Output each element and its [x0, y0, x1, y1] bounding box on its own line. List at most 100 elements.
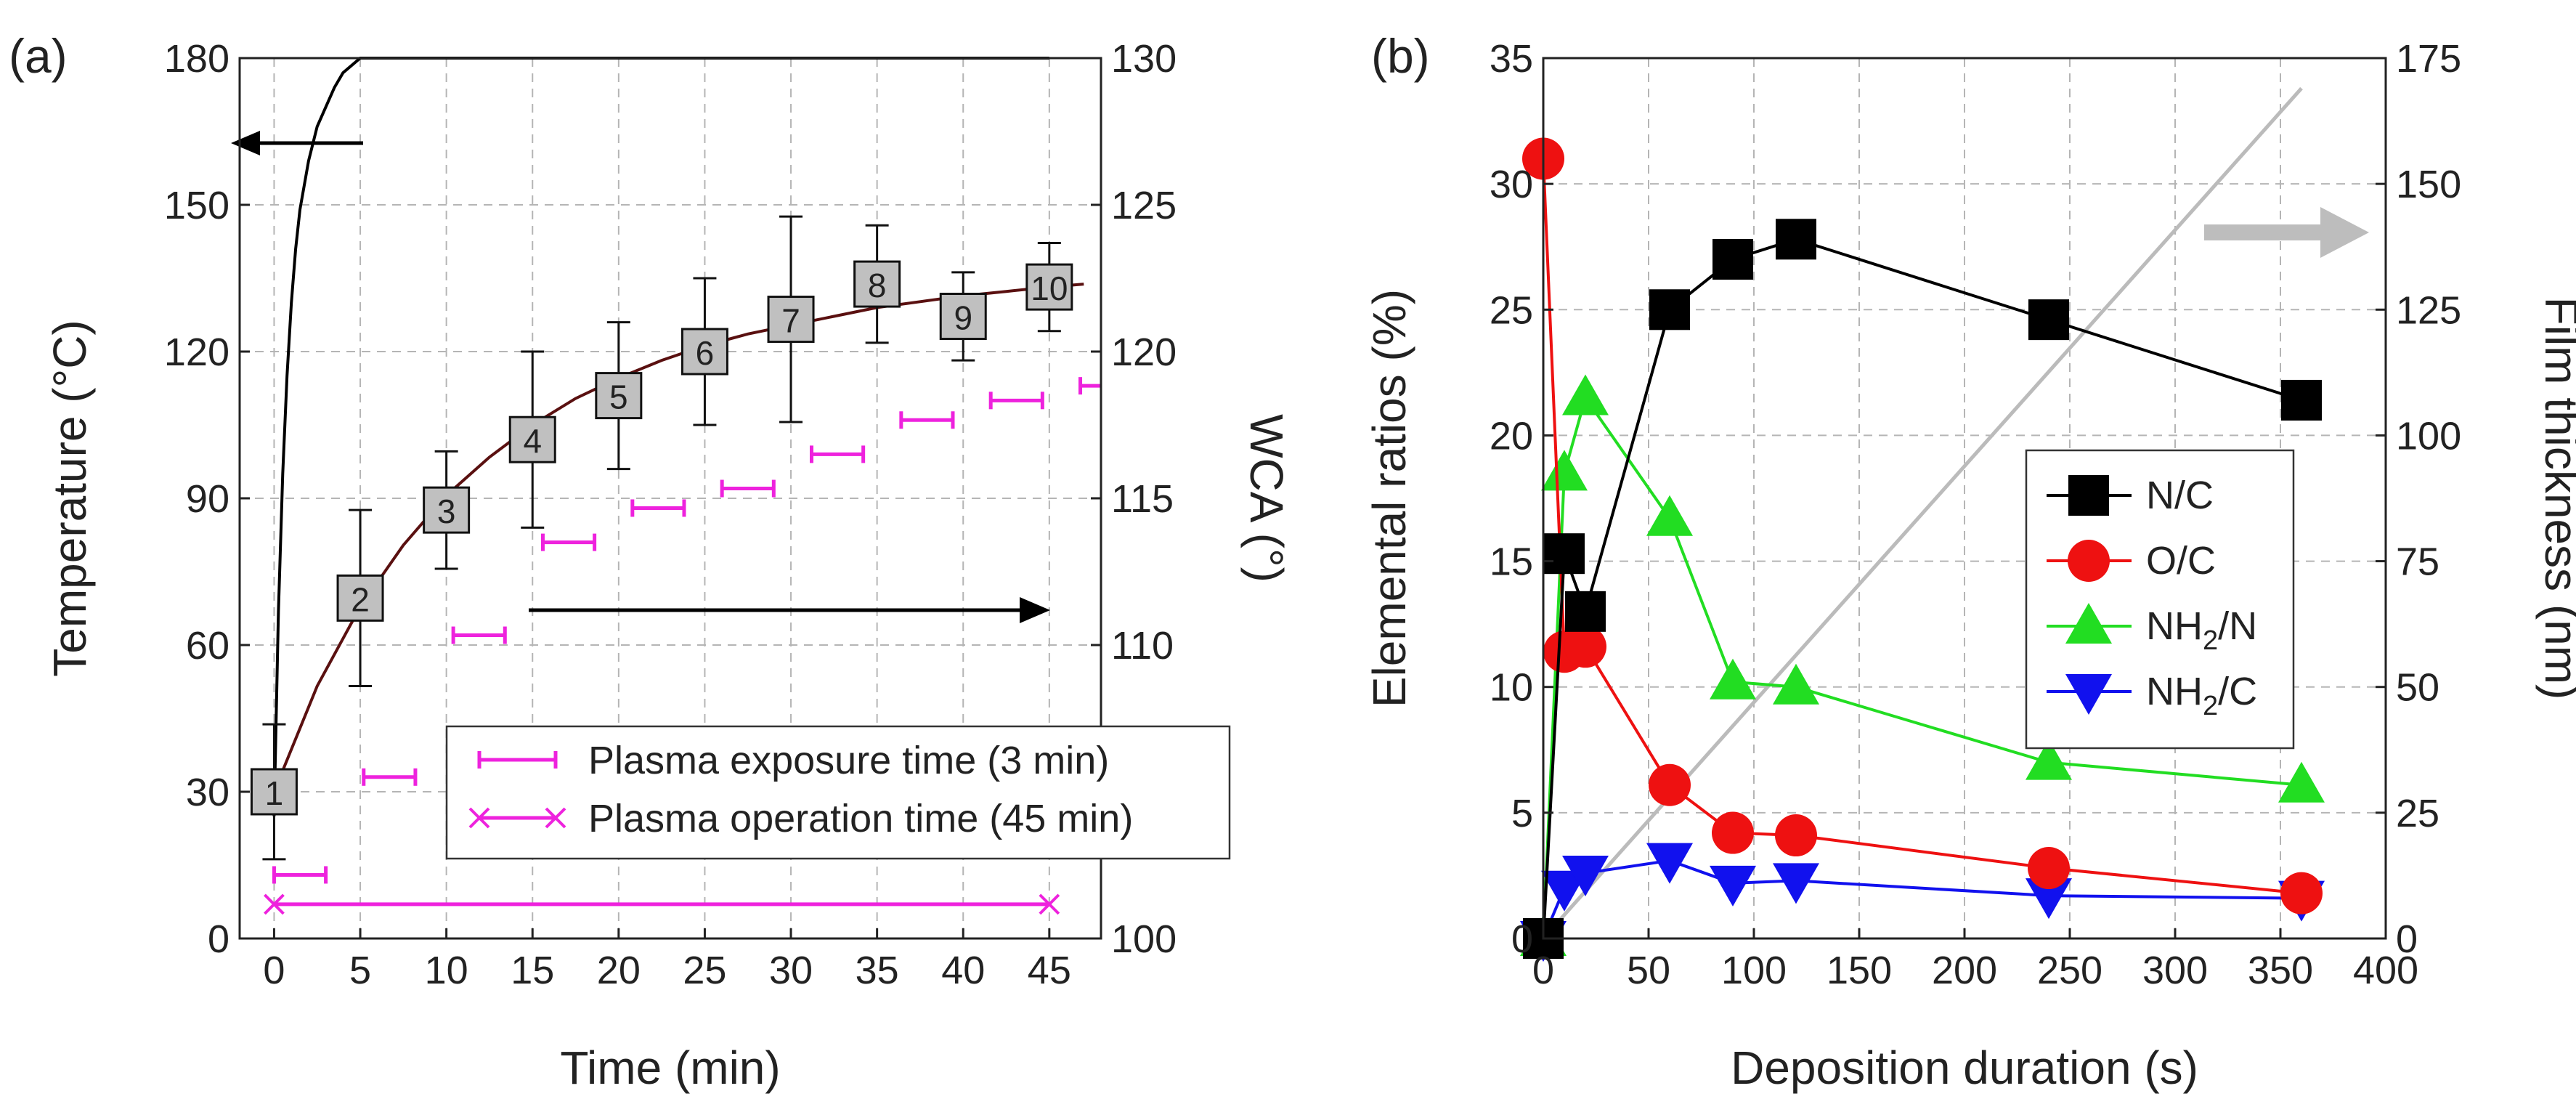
x-tick-label-a-0: 0 [263, 949, 285, 992]
legend-b: N/C O/C NH2/N NH2/C [2025, 449, 2295, 750]
x-tick-label-a-6: 30 [769, 949, 813, 992]
x-tick-label-a-2: 10 [425, 949, 468, 992]
legend-item-nc: N/C [2146, 474, 2214, 517]
y-tick-label-b-7: 35 [1490, 37, 1533, 81]
y2-tick-label-b-6: 150 [2396, 163, 2461, 206]
y2-tick-label-a-4: 120 [1111, 331, 1177, 374]
series-2-point-3 [1646, 495, 1693, 536]
y-tick-label-a-4: 120 [164, 331, 229, 374]
y-tick-label-a-5: 150 [164, 184, 229, 227]
arrow-right-head [1020, 597, 1050, 623]
series-3-point-6 [2026, 878, 2072, 920]
arrow-left-head [231, 131, 260, 155]
annotation-arrow-b [2204, 207, 2369, 258]
legend-nh2n-main: NH [2146, 604, 2203, 648]
series-b [1520, 137, 2325, 962]
series-0-point-5 [1776, 219, 1816, 260]
wca-marker-6 [767, 296, 815, 344]
legend-marker-2 [2065, 603, 2112, 644]
wca-marker-7 [853, 260, 901, 308]
x-tick-label-b-5: 250 [2037, 949, 2102, 992]
legend-a: Plasma exposure time (3 min) Plasma oper… [445, 725, 1231, 860]
wca-marker-label-5: 6 [696, 334, 715, 372]
wca-marker-5 [680, 328, 728, 376]
series-0-point-6 [2028, 299, 2069, 341]
legend-nh2n-tail: /N [2218, 604, 2257, 648]
y2-axis-title-a: WCA (°) [1240, 414, 1293, 583]
chart-b: 0 50 100 150 200 250 300 350 4000510152025303502… [1363, 37, 2576, 1094]
x-tick-label-a-4: 20 [597, 949, 641, 992]
y-tick-label-b-6: 30 [1490, 163, 1533, 206]
legend-box-a [445, 725, 1231, 860]
x-tick-label-b-7: 350 [2248, 949, 2313, 992]
x-tick-label-a-3: 15 [511, 949, 554, 992]
legend-item-plasma-operation: Plasma operation time (45 min) [588, 797, 1133, 840]
y-tick-label-a-3: 90 [186, 477, 229, 521]
series-3-point-1 [1541, 870, 1588, 912]
legend-nh2c-tail: /C [2218, 670, 2257, 713]
wca-marker-8 [939, 293, 987, 341]
series-2-point-2 [1562, 374, 1609, 415]
panel-label-b: (b) [1371, 29, 1430, 83]
series-2-point-5 [1773, 663, 1819, 705]
series-0-point-3 [1649, 289, 1690, 331]
x-tick-label-a-5: 25 [683, 949, 726, 992]
y-tick-label-a-6: 180 [164, 37, 229, 81]
legend-item-plasma-exposure: Plasma exposure time (3 min) [588, 739, 1109, 782]
x-tick-label-a-8: 40 [941, 949, 985, 992]
series-2-point-1 [1541, 450, 1588, 491]
legend-icons-b [2047, 475, 2132, 715]
wca-marker-3 [508, 415, 556, 463]
y2-tick-label-b-2: 50 [2396, 666, 2439, 710]
y-tick-label-b-1: 5 [1511, 792, 1533, 835]
x-tick-label-b-6: 300 [2142, 949, 2208, 992]
series-1-point-6 [2028, 847, 2070, 890]
y-tick-label-b-5: 25 [1490, 288, 1533, 332]
wca-marker-label-4: 5 [609, 378, 628, 416]
x-tick-label-b-0: 0 [1532, 949, 1554, 992]
legend-icons-a [468, 751, 566, 829]
series-0-point-1 [1544, 533, 1585, 575]
y2-tick-label-b-0: 0 [2396, 917, 2418, 961]
plasma-operation-bar [264, 893, 1060, 915]
operation-marker-b-0 [264, 893, 285, 915]
y-tick-label-b-2: 10 [1490, 666, 1533, 710]
temperature-curve [272, 57, 1049, 816]
grey-arrow-head [2320, 207, 2369, 258]
plasma-exposure-bars [272, 377, 1101, 884]
series-0-point-4 [1712, 239, 1753, 280]
series-1-point-4 [1712, 811, 1754, 854]
wca-marker-label-1: 2 [351, 580, 370, 618]
legend-marker-0 [2068, 475, 2109, 516]
series-2-point-6 [2026, 739, 2072, 780]
x-axis-title-a: Time (min) [560, 1042, 780, 1094]
series-3-point-5 [1773, 863, 1819, 904]
legend-operation-x-b-0 [468, 807, 490, 829]
wca-marker-label-2: 3 [437, 492, 456, 530]
legend-nh2c-sub: 2 [2203, 691, 2218, 721]
y2-tick-label-b-7: 175 [2396, 37, 2461, 81]
x-axis-title-b: Deposition duration (s) [1731, 1042, 2198, 1094]
y-tick-label-b-0: 0 [1511, 917, 1533, 961]
series-line-3 [1542, 859, 2302, 939]
series-1-point-7 [2280, 872, 2323, 915]
annotation-arrows-a [231, 131, 1050, 623]
x-tick-label-b-3: 150 [1827, 949, 1892, 992]
series-3-point-3 [1646, 843, 1693, 884]
axis-ticks-b: 0 50 100 150 200 250 300 350 4000510152025303502… [1490, 37, 2461, 992]
y2-tick-label-b-1: 25 [2396, 792, 2439, 835]
wca-marker-4 [595, 372, 643, 420]
legend-item-nh2n: NH2/N [2146, 604, 2257, 656]
y2-axis-title-b: Film thickness (nm) [2535, 297, 2576, 700]
temperature-line [272, 57, 1049, 816]
wca-marker-label-0: 1 [265, 774, 284, 812]
wca-marker-label-9: 10 [1031, 269, 1068, 307]
y2-tick-label-a-6: 130 [1111, 37, 1177, 81]
series-0-point-7 [2281, 379, 2322, 421]
y2-tick-label-a-3: 115 [1111, 477, 1174, 521]
y-tick-label-a-0: 0 [208, 917, 229, 961]
operation-marker-b-1 [1039, 893, 1060, 915]
series-2-point-7 [2278, 761, 2325, 803]
